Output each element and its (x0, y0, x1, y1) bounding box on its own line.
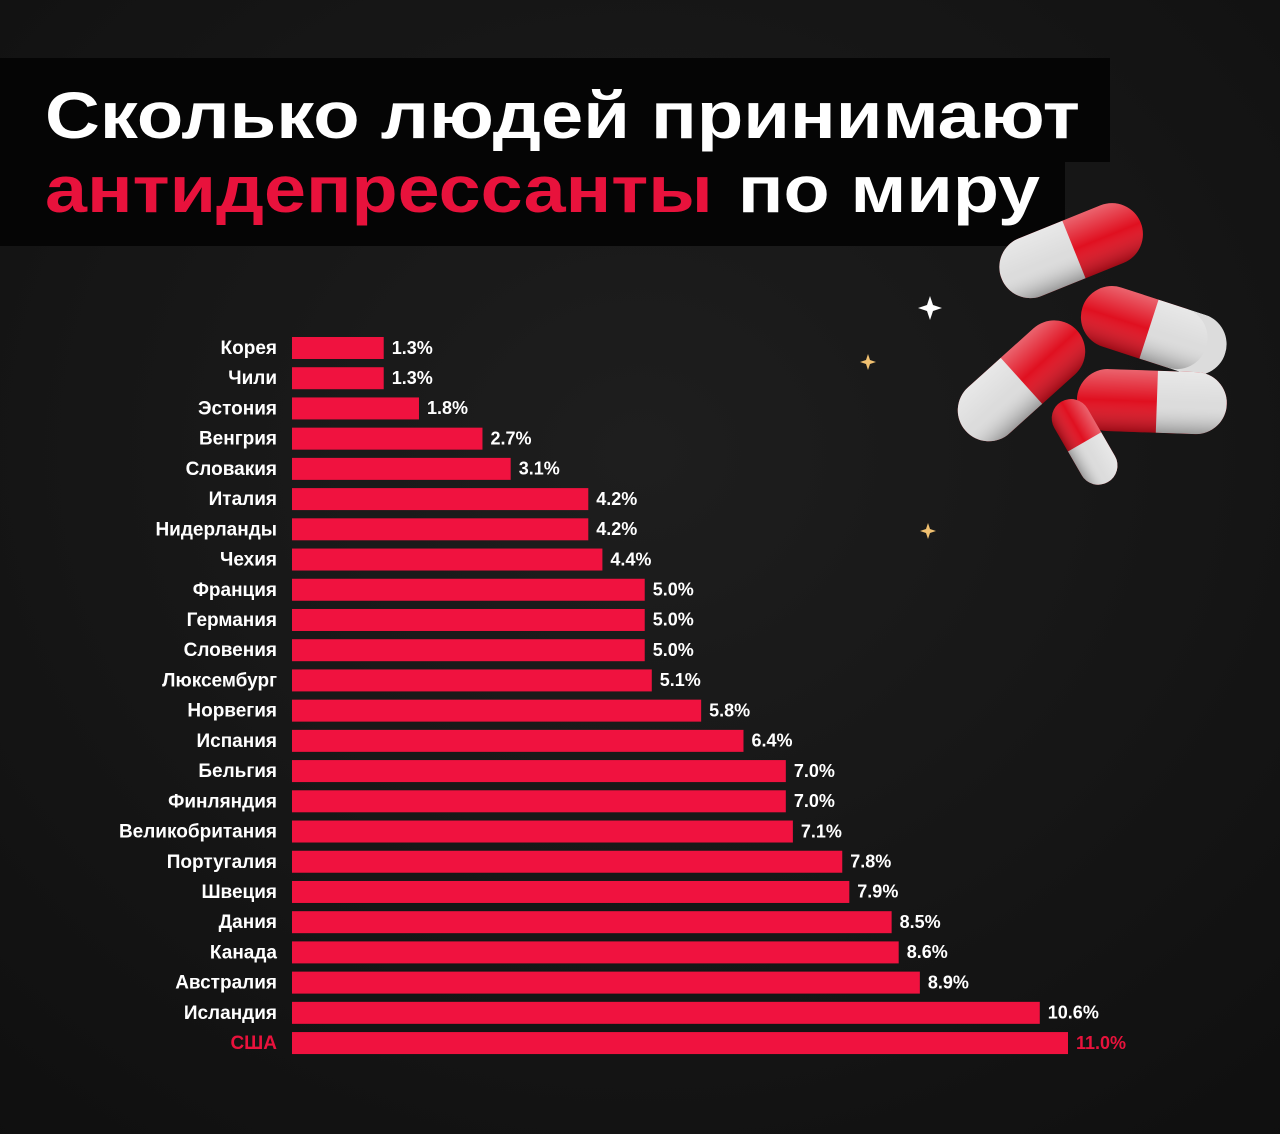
bar (292, 820, 793, 843)
sparkle (920, 523, 936, 539)
bar (292, 790, 786, 813)
category-label: Исландия (184, 1003, 277, 1024)
bar (292, 367, 384, 390)
value-label: 5.0% (653, 580, 694, 600)
chart-title: Сколько людей принимают (45, 78, 1080, 152)
pill (1051, 399, 1125, 492)
bar (292, 971, 920, 994)
value-label: 1.3% (392, 368, 433, 388)
pill (1076, 369, 1228, 436)
value-label: 1.8% (427, 398, 468, 418)
category-label: Венгрия (199, 429, 277, 450)
bar (292, 578, 645, 601)
value-label: 5.1% (660, 670, 701, 690)
value-label: 7.0% (794, 791, 835, 811)
value-label: 7.9% (857, 882, 898, 902)
category-label: Канада (210, 942, 277, 963)
bar (292, 518, 589, 541)
category-label: Люксембург (162, 670, 277, 691)
value-label: 2.7% (490, 428, 531, 448)
category-label: Австралия (175, 973, 277, 994)
category-label: Финляндия (168, 791, 277, 812)
bar (292, 699, 702, 722)
pill (1080, 286, 1235, 384)
category-label: Италия (209, 489, 277, 510)
value-label: 7.8% (850, 851, 891, 871)
value-label: 5.0% (653, 610, 694, 630)
value-label: 3.1% (519, 459, 560, 479)
value-label: 7.1% (801, 821, 842, 841)
pills (860, 203, 1235, 539)
bar (292, 639, 645, 662)
bar (292, 548, 603, 571)
bar (292, 608, 645, 631)
pill (945, 320, 1086, 455)
title-rest: по миру (738, 152, 1040, 226)
title-box (0, 160, 1065, 246)
category-label: Чили (228, 368, 277, 389)
bar (292, 669, 652, 692)
bar (292, 1001, 1040, 1024)
title-box (0, 58, 1110, 162)
category-label: Швеция (201, 882, 277, 903)
value-label: 11.0% (1076, 1033, 1126, 1053)
category-label: Германия (187, 610, 277, 631)
title-highlight: антидепрессанты (45, 152, 713, 226)
value-label: 4.4% (610, 549, 651, 569)
value-label: 8.5% (900, 912, 941, 932)
bar (292, 911, 892, 934)
bar (292, 457, 511, 480)
value-label: 1.3% (392, 338, 433, 358)
category-label: Франция (193, 580, 277, 601)
category-label: Дания (219, 912, 277, 933)
value-label: 4.2% (596, 519, 637, 539)
category-label: Испания (196, 731, 277, 752)
value-label: 4.2% (596, 489, 637, 509)
bar (292, 427, 483, 450)
chart-title: антидепрессанты по миру (45, 152, 1040, 226)
category-label: США (230, 1033, 277, 1054)
bar (292, 880, 850, 903)
bar (292, 850, 843, 873)
bar (292, 760, 786, 783)
pill (990, 203, 1143, 308)
value-label: 8.9% (928, 972, 969, 992)
value-label: 8.6% (907, 942, 948, 962)
category-label: Португалия (167, 852, 277, 873)
category-label: Бельгия (198, 761, 277, 782)
value-label: 10.6% (1048, 1003, 1099, 1023)
category-label: Словения (184, 640, 277, 661)
value-label: 7.0% (794, 761, 835, 781)
sparkle (918, 296, 942, 320)
value-label: 6.4% (751, 731, 792, 751)
bar (292, 337, 384, 359)
value-label: 5.8% (709, 700, 750, 720)
value-label: 5.0% (653, 640, 694, 660)
category-label: Чехия (220, 550, 277, 571)
category-label: Великобритания (119, 822, 277, 843)
bar (292, 488, 589, 511)
category-label: Норвегия (187, 701, 277, 722)
category-label: Корея (221, 338, 277, 359)
category-label: Словакия (186, 459, 277, 480)
bar (292, 729, 744, 752)
bar (292, 397, 419, 420)
bar (292, 1032, 1068, 1055)
category-label: Эстония (198, 398, 277, 419)
bar (292, 941, 899, 964)
sparkle (860, 354, 876, 370)
category-label: Нидерланды (155, 519, 277, 540)
